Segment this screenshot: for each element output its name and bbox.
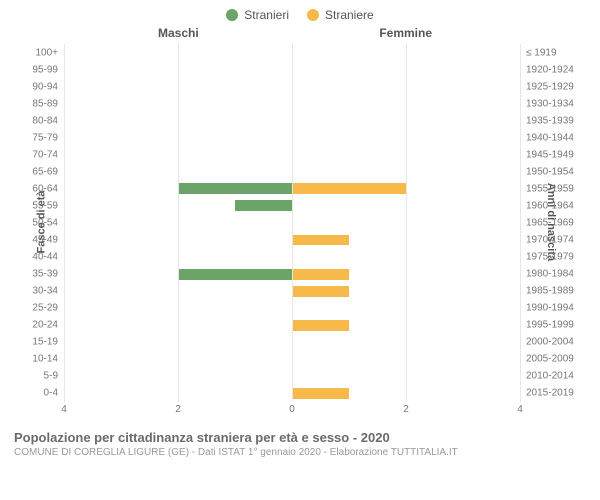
age-label: 0-4 <box>44 388 64 399</box>
age-label: 55-59 <box>32 200 64 211</box>
birth-label: 2005-2009 <box>520 354 574 365</box>
x-tick: 2 <box>175 404 181 415</box>
bar-male <box>178 183 292 194</box>
age-label: 100+ <box>35 47 64 58</box>
birth-label: 1970-1974 <box>520 235 574 246</box>
age-label: 40-44 <box>32 252 64 263</box>
gridline <box>64 44 65 402</box>
age-label: 10-14 <box>32 354 64 365</box>
column-title-male: Maschi <box>158 26 199 40</box>
gridline <box>292 44 293 402</box>
birth-label: 1920-1924 <box>520 64 574 75</box>
swatch-male <box>226 9 238 21</box>
plot: 100+≤ 191995-991920-192490-941925-192985… <box>64 44 520 402</box>
birth-label: 1930-1934 <box>520 98 574 109</box>
birth-label: 2015-2019 <box>520 388 574 399</box>
age-label: 15-19 <box>32 337 64 348</box>
bar-female <box>292 269 349 280</box>
age-label: 80-84 <box>32 115 64 126</box>
chart-area: Maschi Femmine Fasce di età Anni di nasc… <box>8 26 592 424</box>
chart-subtitle: COMUNE DI COREGLIA LIGURE (GE) - Dati IS… <box>14 447 586 458</box>
bar-male <box>178 269 292 280</box>
bar-male <box>235 200 292 211</box>
age-label: 60-64 <box>32 183 64 194</box>
legend-label-female: Straniere <box>325 8 374 22</box>
birth-label: 1945-1949 <box>520 149 574 160</box>
bar-female <box>292 235 349 246</box>
legend: Stranieri Straniere <box>0 0 600 26</box>
age-label: 50-54 <box>32 217 64 228</box>
birth-label: 1950-1954 <box>520 166 574 177</box>
age-label: 20-24 <box>32 320 64 331</box>
legend-item-male: Stranieri <box>226 8 289 22</box>
chart-title: Popolazione per cittadinanza straniera p… <box>14 430 586 445</box>
birth-label: 1990-1994 <box>520 303 574 314</box>
birth-label: 1925-1929 <box>520 81 574 92</box>
x-axis: 4 2 0 2 4 <box>64 404 520 420</box>
age-label: 95-99 <box>32 64 64 75</box>
bar-female <box>292 286 349 297</box>
age-label: 65-69 <box>32 166 64 177</box>
age-label: 35-39 <box>32 269 64 280</box>
bar-female <box>292 388 349 399</box>
gridline <box>406 44 407 402</box>
birth-label: 1980-1984 <box>520 269 574 280</box>
birth-label: 1960-1964 <box>520 200 574 211</box>
age-label: 30-34 <box>32 286 64 297</box>
birth-label: 2010-2014 <box>520 371 574 382</box>
birth-label: 1940-1944 <box>520 132 574 143</box>
gridline <box>520 44 521 402</box>
age-label: 25-29 <box>32 303 64 314</box>
age-label: 5-9 <box>44 371 64 382</box>
legend-item-female: Straniere <box>307 8 374 22</box>
age-label: 85-89 <box>32 98 64 109</box>
birth-label: 1955-1959 <box>520 183 574 194</box>
footer: Popolazione per cittadinanza straniera p… <box>0 424 600 458</box>
x-tick: 2 <box>403 404 409 415</box>
age-label: 45-49 <box>32 235 64 246</box>
bar-female <box>292 320 349 331</box>
birth-label: ≤ 1919 <box>520 47 557 58</box>
x-tick: 4 <box>517 404 523 415</box>
age-label: 70-74 <box>32 149 64 160</box>
birth-label: 1975-1979 <box>520 252 574 263</box>
column-title-female: Femmine <box>379 26 432 40</box>
x-tick: 4 <box>61 404 67 415</box>
age-label: 90-94 <box>32 81 64 92</box>
birth-label: 1985-1989 <box>520 286 574 297</box>
age-label: 75-79 <box>32 132 64 143</box>
birth-label: 1995-1999 <box>520 320 574 331</box>
birth-label: 1965-1969 <box>520 217 574 228</box>
birth-label: 1935-1939 <box>520 115 574 126</box>
gridline <box>178 44 179 402</box>
x-tick: 0 <box>289 404 295 415</box>
birth-label: 2000-2004 <box>520 337 574 348</box>
legend-label-male: Stranieri <box>244 8 289 22</box>
bar-female <box>292 183 406 194</box>
swatch-female <box>307 9 319 21</box>
